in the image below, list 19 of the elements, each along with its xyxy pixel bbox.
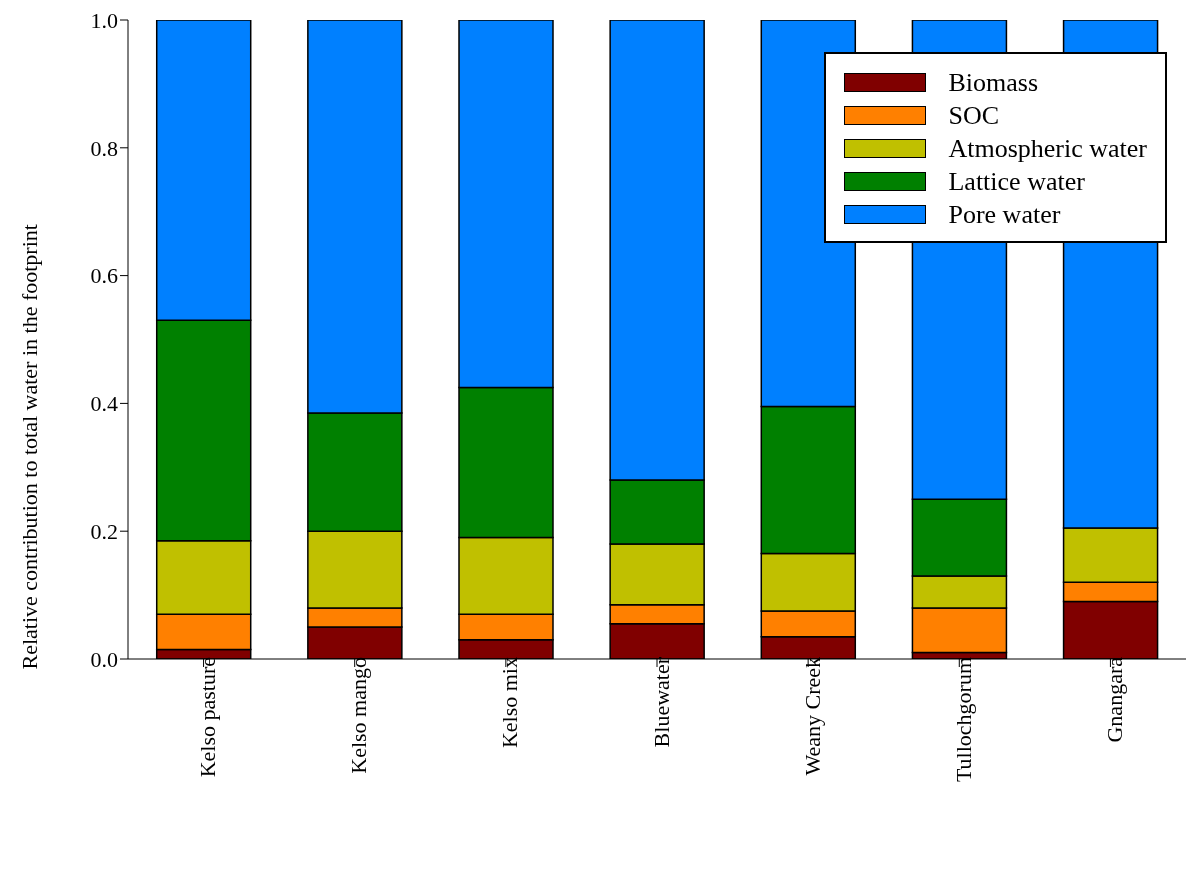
y-axis-title: Relative contribution to total water in the footprint xyxy=(16,224,42,670)
x-tick-label: Kelso mix xyxy=(497,657,523,749)
legend-label: Biomass xyxy=(948,67,1039,98)
x-tick-label: Kelso pasture xyxy=(195,657,221,778)
y-tick-label: 1.0 xyxy=(90,7,118,33)
y-tick-label: 0.4 xyxy=(90,391,118,417)
y-tick-label: 0.8 xyxy=(90,135,118,161)
x-tick-label: Tullochgorum xyxy=(950,657,976,783)
y-tick-label: 0.2 xyxy=(90,519,118,545)
legend-label: Atmospheric water xyxy=(948,133,1147,164)
x-tick-label: Kelso mango xyxy=(346,657,372,774)
legend-label: Pore water xyxy=(948,199,1061,230)
legend-label: Lattice water xyxy=(948,166,1085,197)
x-tick-label: Gnangara xyxy=(1102,656,1128,743)
x-tick-label: Weany Creek xyxy=(799,657,825,776)
x-tick-label: Bluewater xyxy=(648,656,674,748)
legend-label: SOC xyxy=(948,100,1000,131)
y-tick-label: 0.0 xyxy=(90,646,118,672)
y-tick-label: 0.6 xyxy=(90,263,118,289)
